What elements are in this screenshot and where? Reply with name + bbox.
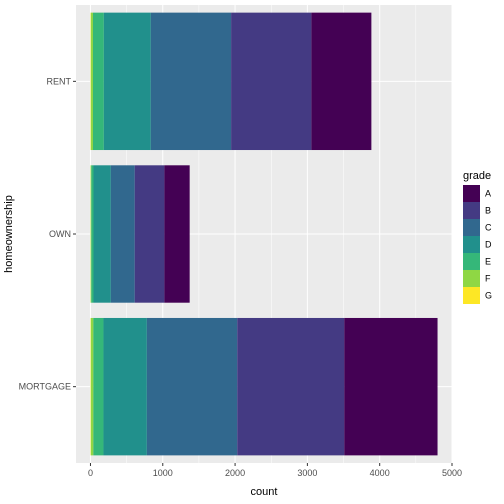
bar-segment-mortgage-a (344, 317, 438, 456)
bar-segment-mortgage-e (93, 317, 104, 456)
legend-label-a: A (485, 189, 491, 199)
bar-segment-mortgage-b (237, 317, 345, 456)
x-tick-label: 0 (88, 468, 93, 478)
legend-title: grade (463, 170, 491, 182)
x-tick-label: 1000 (153, 468, 173, 478)
legend-label-b: B (485, 206, 491, 216)
bar-segment-rent-a (311, 12, 372, 151)
legend-key-g (463, 287, 480, 304)
bar-segment-mortgage-f (90, 317, 94, 456)
x-axis-ticks: 0 1000 2000 3000 4000 5000 (88, 463, 462, 478)
bar-segment-own-f (90, 165, 92, 303)
legend-key-c (463, 219, 480, 236)
legend-label-f: F (485, 274, 491, 284)
bar-segment-own-b (134, 165, 165, 303)
x-tick-label: 5000 (442, 468, 462, 478)
x-tick-label: 4000 (370, 468, 390, 478)
legend-label-c: C (485, 223, 492, 233)
x-tick-label: 2000 (225, 468, 245, 478)
legend-label-e: E (485, 257, 491, 267)
x-axis-title: count (251, 486, 278, 498)
legend-key-e (463, 253, 480, 270)
y-axis-title: homeownership (3, 195, 15, 273)
bar-segment-own-e (91, 165, 94, 303)
legend-label-d: D (485, 240, 492, 250)
legend-key-f (463, 270, 480, 287)
bar-segment-rent-c (150, 12, 232, 151)
legend-key-b (463, 202, 480, 219)
bars-group (90, 12, 438, 456)
legend-label-g: G (485, 291, 492, 301)
bar-segment-own-c (110, 165, 135, 303)
bar-segment-own-a (164, 165, 190, 303)
legend-key-a (463, 185, 480, 202)
legend-key-d (463, 236, 480, 253)
x-tick-label: 3000 (297, 468, 317, 478)
bar-segment-mortgage-d (103, 317, 147, 456)
y-tick-label: RENT (47, 76, 72, 86)
y-tick-label: OWN (49, 229, 71, 239)
bar-segment-mortgage-c (146, 317, 238, 456)
bar-segment-rent-f (90, 12, 93, 151)
bar-segment-rent-d (103, 12, 151, 151)
y-axis-ticks: MORTGAGE OWN RENT (19, 76, 76, 392)
bar-segment-rent-b (231, 12, 312, 151)
bar-segment-rent-e (92, 12, 104, 151)
bar-segment-own-d (93, 165, 111, 303)
y-tick-label: MORTGAGE (19, 382, 71, 392)
